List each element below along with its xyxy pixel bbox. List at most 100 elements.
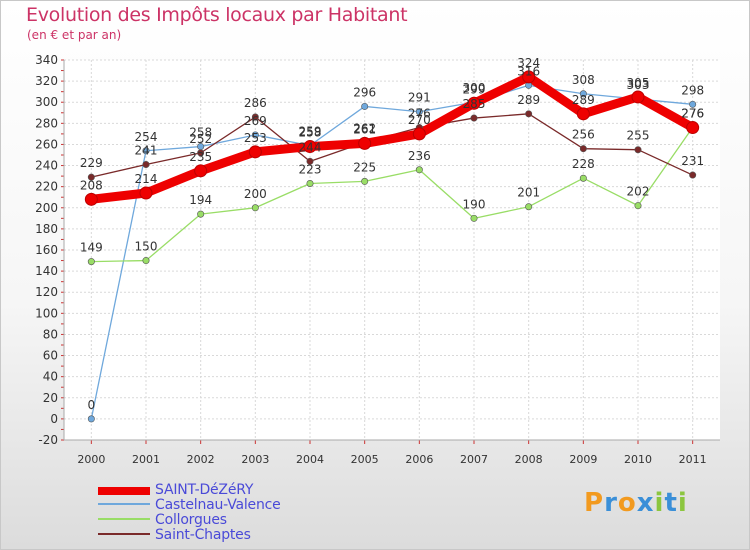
- data-label: 236: [408, 149, 431, 163]
- data-label: 200: [244, 187, 267, 201]
- data-label: 258: [189, 126, 212, 140]
- data-label: 262: [353, 121, 376, 135]
- data-label: 253: [244, 131, 267, 145]
- data-label: 291: [408, 91, 431, 105]
- proxiti-logo: Proxiti: [584, 488, 688, 518]
- y-tick-label: 0: [50, 412, 58, 426]
- data-label: 235: [189, 150, 212, 164]
- data-point: [87, 173, 95, 181]
- data-point: [470, 214, 478, 222]
- data-label: 285: [463, 97, 486, 111]
- data-point: [87, 258, 95, 266]
- data-label: 228: [572, 157, 595, 171]
- data-label: 276: [408, 107, 431, 121]
- data-label: 252: [189, 132, 212, 146]
- y-tick-label: 180: [35, 222, 58, 236]
- data-label: 150: [135, 240, 158, 254]
- y-tick-label: 280: [35, 116, 58, 130]
- data-label: 0: [88, 398, 96, 412]
- legend-label-saint-chaptes: Saint-Chaptes: [155, 527, 251, 543]
- data-label: 258: [299, 126, 322, 140]
- x-tick-label: 2001: [132, 453, 160, 466]
- y-tick-label: 320: [35, 74, 58, 88]
- data-point: [251, 113, 259, 121]
- data-point: [358, 136, 372, 150]
- data-point: [306, 157, 314, 165]
- data-point: [689, 100, 697, 108]
- data-point: [579, 90, 587, 98]
- data-label: 308: [572, 73, 595, 87]
- data-point: [142, 161, 150, 169]
- data-point: [248, 145, 262, 159]
- data-label: 255: [627, 129, 650, 143]
- brand-letter: x: [636, 488, 655, 518]
- data-point: [689, 171, 697, 179]
- data-label: 299: [463, 82, 486, 96]
- brand-letter: o: [617, 488, 637, 518]
- data-label: 208: [80, 178, 103, 192]
- y-tick-label: 20: [43, 391, 58, 405]
- series-line-2: [90, 126, 694, 263]
- data-label: 270: [408, 113, 431, 127]
- data-label: 190: [463, 197, 486, 211]
- data-point: [686, 121, 700, 135]
- chart-subtitle: (en € et par an): [27, 28, 122, 42]
- brand-letter: t: [664, 488, 678, 518]
- data-point: [412, 127, 426, 141]
- brand-letter: i: [654, 488, 665, 518]
- data-label: 276: [681, 107, 704, 121]
- x-tick-label: 2010: [624, 453, 652, 466]
- x-tick-label: 2009: [569, 453, 597, 466]
- data-point: [251, 204, 259, 212]
- data-label: 324: [517, 56, 540, 70]
- data-point: [579, 174, 587, 182]
- data-point: [631, 90, 645, 104]
- data-point: [87, 415, 95, 423]
- data-point: [194, 164, 208, 178]
- data-label: 305: [627, 76, 650, 90]
- y-tick-label: 160: [35, 243, 58, 257]
- data-label: 225: [353, 160, 376, 174]
- data-label: 289: [572, 93, 595, 107]
- data-point: [306, 180, 314, 188]
- legend-swatch-castelnau-valence: [98, 503, 150, 505]
- y-tick-label: -20: [38, 433, 58, 447]
- data-point: [634, 202, 642, 210]
- series-line-1: [90, 84, 694, 420]
- data-point: [525, 110, 533, 118]
- data-label: 214: [135, 172, 158, 186]
- data-point: [84, 192, 98, 206]
- x-tick-label: 2002: [187, 453, 215, 466]
- y-tick-label: 340: [35, 53, 58, 67]
- data-point: [139, 186, 153, 200]
- data-point: [361, 102, 369, 110]
- data-point: [525, 203, 533, 211]
- y-tick-label: 80: [43, 327, 58, 341]
- legend-label-saint-dezery: SAINT-DéZéRY: [155, 482, 254, 498]
- data-point: [142, 147, 150, 155]
- data-point: [522, 70, 536, 84]
- data-label: 201: [517, 186, 540, 200]
- data-point: [467, 96, 481, 110]
- x-tick-label: 2003: [241, 453, 269, 466]
- data-point: [576, 107, 590, 121]
- data-point: [197, 149, 205, 157]
- data-label: 300: [463, 81, 486, 95]
- data-label: 223: [299, 163, 322, 177]
- data-point: [197, 210, 205, 218]
- data-point: [415, 166, 423, 174]
- data-label: 276: [681, 107, 704, 121]
- data-label: 231: [681, 154, 704, 168]
- y-tick-label: 260: [35, 137, 58, 151]
- data-point: [303, 140, 317, 154]
- data-label: 229: [80, 156, 103, 170]
- data-label: 149: [80, 241, 103, 255]
- data-label: 269: [244, 114, 267, 128]
- data-label: 202: [627, 185, 650, 199]
- x-tick-label: 2004: [296, 453, 324, 466]
- x-tick-label: 2008: [515, 453, 543, 466]
- data-point: [470, 114, 478, 122]
- data-point: [415, 108, 423, 116]
- data-label: 254: [135, 130, 158, 144]
